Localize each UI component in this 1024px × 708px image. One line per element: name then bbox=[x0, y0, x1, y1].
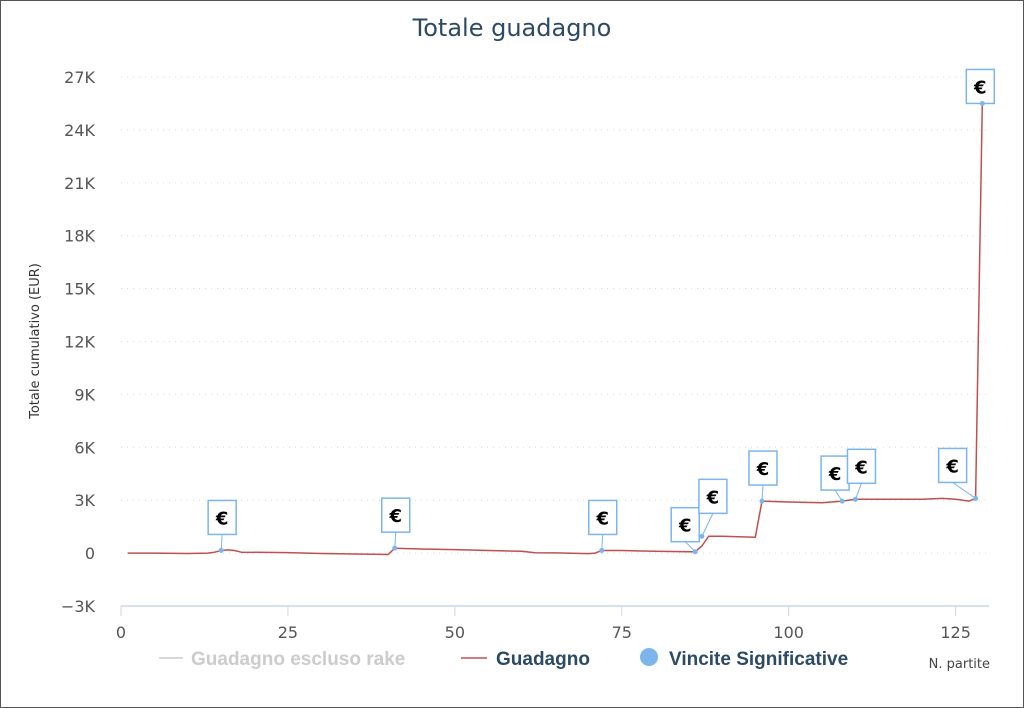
flag-label: € bbox=[945, 456, 959, 477]
legend: Guadagno escluso rake Guadagno Vincite S… bbox=[159, 648, 848, 670]
flag-label: € bbox=[595, 508, 609, 529]
flag-marker[interactable]: € bbox=[698, 478, 728, 539]
flag-box bbox=[587, 499, 618, 536]
y-axis-ticks: −3K 0 3K 6K 9K 12K 15K 18K 21K 24K 27K bbox=[61, 68, 96, 616]
flag-box bbox=[698, 478, 728, 515]
flag-connector bbox=[952, 482, 976, 499]
series-line-guadagno[interactable] bbox=[127, 103, 984, 556]
y-tick-label: 27K bbox=[64, 68, 95, 87]
legend-symbol-vincite-significative bbox=[640, 648, 658, 666]
flag-point bbox=[599, 547, 605, 553]
flag-box bbox=[207, 499, 237, 536]
flag-label: € bbox=[854, 457, 868, 478]
flag-box bbox=[670, 506, 700, 543]
flag-box bbox=[937, 447, 968, 484]
x-tick-label: 75 bbox=[612, 623, 632, 642]
flag-connector bbox=[394, 532, 397, 549]
x-axis: 0 25 50 75 100 125 bbox=[116, 605, 989, 642]
flag-box bbox=[846, 448, 877, 485]
y-axis-title: Totale cumulativo (EUR) bbox=[28, 263, 43, 420]
flag-connector bbox=[761, 485, 764, 502]
flag-label: € bbox=[388, 506, 402, 527]
flag-label: € bbox=[973, 77, 987, 98]
flag-label: € bbox=[756, 459, 770, 480]
flags-layer: € € € € € € € € € € bbox=[207, 68, 996, 555]
flag-box bbox=[381, 497, 411, 533]
flag-label: € bbox=[215, 508, 229, 529]
y-tick-label: 15K bbox=[64, 280, 95, 299]
flag-point bbox=[692, 549, 698, 555]
y-tick-label: 24K bbox=[64, 121, 95, 140]
x-tick-label: 125 bbox=[940, 623, 971, 642]
flag-connector bbox=[220, 534, 223, 551]
flag-marker[interactable]: € bbox=[748, 450, 778, 504]
y-tick-label: 9K bbox=[74, 385, 95, 404]
flag-point bbox=[218, 547, 224, 553]
flag-marker[interactable]: € bbox=[820, 455, 850, 504]
x-axis-title: N. partite bbox=[929, 657, 990, 672]
flag-connector bbox=[701, 513, 714, 537]
flag-marker[interactable]: € bbox=[587, 499, 618, 553]
flag-marker[interactable]: € bbox=[381, 497, 411, 551]
x-tick-label: 0 bbox=[116, 623, 126, 642]
legend-item-guadagno[interactable]: Guadagno bbox=[496, 649, 590, 670]
flag-point bbox=[759, 498, 765, 504]
flag-point bbox=[839, 498, 845, 504]
y-tick-label: 0 bbox=[85, 544, 95, 563]
legend-item-guadagno-escluso-rake[interactable]: Guadagno escluso rake bbox=[191, 649, 405, 670]
x-tick-label: 50 bbox=[445, 623, 465, 642]
flag-label: € bbox=[678, 516, 692, 537]
legend-item-vincite-significative[interactable]: Vincite Significative bbox=[669, 649, 848, 670]
flag-marker[interactable]: € bbox=[207, 499, 237, 553]
flag-point bbox=[973, 495, 979, 501]
flag-marker[interactable]: € bbox=[846, 448, 877, 502]
y-tick-label: 3K bbox=[74, 491, 95, 510]
flag-point bbox=[699, 533, 705, 539]
series-layer bbox=[127, 103, 984, 556]
y-tick-label: −3K bbox=[61, 597, 96, 616]
y-tick-label: 18K bbox=[64, 227, 95, 246]
flag-marker[interactable]: € bbox=[965, 68, 996, 106]
flag-box bbox=[748, 450, 778, 486]
flag-point bbox=[392, 545, 398, 551]
flag-marker[interactable]: € bbox=[937, 447, 979, 501]
y-tick-label: 6K bbox=[74, 438, 95, 457]
flag-connector bbox=[601, 534, 604, 551]
flag-label: € bbox=[828, 464, 842, 485]
y-tick-label: 21K bbox=[64, 174, 95, 193]
flag-connector bbox=[854, 483, 862, 500]
chart-title: Totale guadagno bbox=[412, 14, 612, 42]
flag-label: € bbox=[706, 487, 720, 508]
flag-marker[interactable]: € bbox=[670, 506, 700, 555]
x-tick-label: 25 bbox=[278, 623, 298, 642]
flag-point bbox=[852, 496, 858, 502]
y-tick-label: 12K bbox=[64, 333, 95, 352]
x-tick-label: 100 bbox=[773, 623, 804, 642]
flag-point bbox=[979, 100, 985, 106]
